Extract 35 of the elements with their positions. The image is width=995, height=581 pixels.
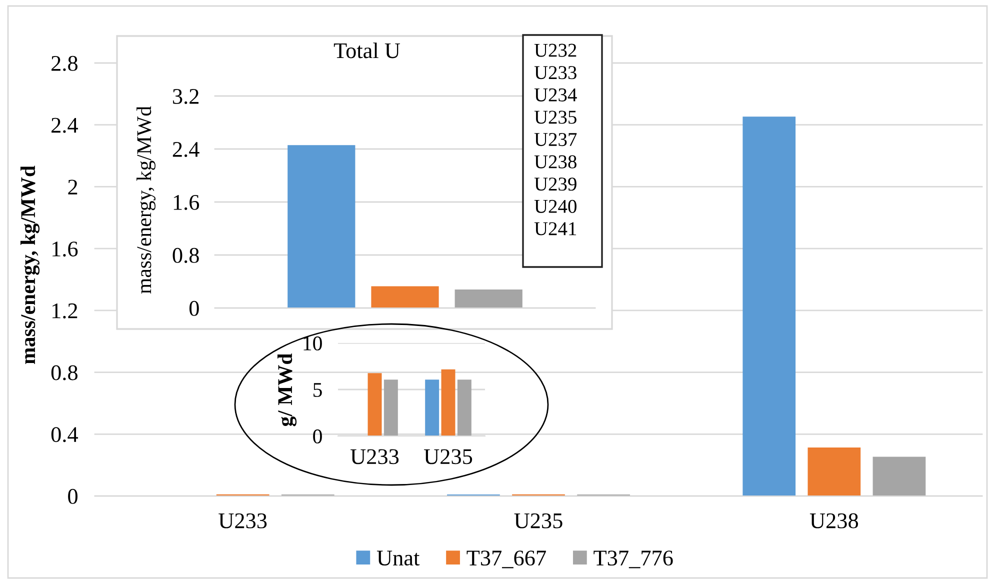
annotation: U233 [534,66,576,80]
y-tick-label: 1.6 [174,194,200,210]
y-tick-label: 2.8 [52,56,78,72]
y-tick-label: 0.4 [51,427,78,442]
annotation: U234 [534,88,577,102]
x-tick-label: U238 [810,513,858,528]
annotation: U235 [534,110,576,124]
y-tick-label: 0 [313,429,322,444]
legend-label: T37_667 [466,550,546,568]
annotation: U240 [534,200,576,213]
legend-label: T37_776 [594,550,673,568]
y-tick-label: 2.4 [172,142,200,158]
legend-label: Unat [376,550,420,566]
y-axis-title: g/ MWd [277,353,297,426]
y-tick-label: 2 [68,180,78,194]
y-tick-label: 5 [314,383,322,397]
y-tick-label: 0.8 [172,248,199,264]
annotation: U237 [534,133,577,146]
y-tick-label: 0.8 [51,365,78,380]
annotation: U241 [534,222,576,236]
y-tick-label: 0 [68,488,78,504]
y-tick-label: 3.2 [173,88,198,104]
y-tick-label: 0 [189,300,199,316]
chart-title: Total U [334,42,400,58]
y-tick-label: 1.2 [52,303,78,318]
y-tick-label: 1.6 [52,242,78,257]
x-tick-label: U233 [218,513,267,528]
y-tick-label: 2.4 [52,118,78,133]
y-axis-title: mass/energy, kg/MWd [20,166,40,364]
y-axis-title: mass/energy, kg/MWd [136,106,156,294]
annotation: U239 [534,178,576,191]
annotation: U238 [534,155,576,168]
text: U232 [534,44,576,57]
y-tick-label: 10 [304,336,322,350]
x-tick-label: U235 [514,513,562,528]
